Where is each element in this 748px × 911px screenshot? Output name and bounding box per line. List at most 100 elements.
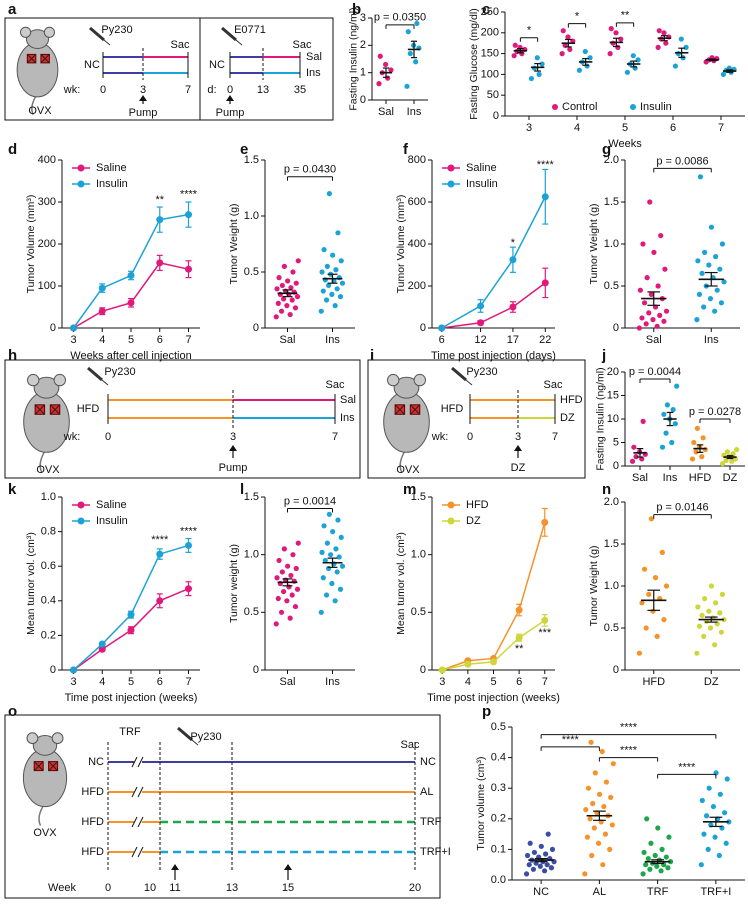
data-point	[650, 608, 656, 614]
data-point	[719, 591, 726, 598]
data-point	[658, 868, 664, 874]
diagram-text: NC	[84, 59, 100, 71]
y-tick-label: 1	[360, 67, 366, 79]
data-point	[639, 600, 645, 606]
data-point	[377, 53, 383, 59]
annotation: ****	[562, 734, 580, 746]
data-point	[695, 604, 701, 610]
data-point	[608, 26, 614, 32]
data-point	[714, 287, 720, 293]
line	[131, 786, 138, 798]
data-point	[655, 283, 661, 289]
diagram-text: Sac	[326, 379, 345, 391]
data-point	[702, 596, 708, 602]
diagram-text: 3	[140, 84, 146, 96]
x-axis-label: Weeks	[608, 138, 642, 150]
data-point	[185, 585, 192, 593]
data-point	[70, 666, 77, 674]
data-point	[672, 421, 678, 427]
data-point	[646, 310, 652, 316]
data-point	[335, 517, 341, 523]
y-tick-label: 150	[481, 48, 499, 60]
y-tick-label: 0.3	[491, 782, 506, 794]
data-point	[640, 418, 646, 424]
data-line	[441, 196, 546, 329]
x-tick-label: 6	[516, 676, 522, 688]
syringe	[177, 726, 193, 742]
data-point	[683, 44, 689, 50]
diagram-text: Pump	[219, 462, 248, 474]
diagram-text: DZ	[511, 462, 526, 474]
diagram-text: 13	[226, 882, 238, 894]
mouse-ear	[53, 373, 66, 387]
data-point	[592, 770, 598, 776]
diagram-text: 7	[185, 84, 191, 96]
data-point	[697, 174, 704, 180]
data-point	[288, 572, 294, 579]
arrow-head	[226, 95, 234, 101]
data-point	[276, 275, 282, 281]
y-tick-label: 20	[607, 366, 619, 378]
data-point	[339, 563, 346, 569]
line	[49, 404, 61, 415]
diagram-box	[367, 359, 586, 479]
x-tick-label: Ins	[407, 106, 422, 118]
data-point	[541, 868, 548, 874]
data-point	[524, 852, 531, 859]
panel-label: j	[601, 347, 606, 364]
data-point	[708, 583, 715, 589]
data-point	[325, 282, 332, 289]
x-tick-label: 17	[507, 334, 519, 346]
y-tick-label: 1.5	[604, 538, 619, 550]
data-point	[585, 785, 592, 791]
annotation: *	[511, 237, 516, 249]
data-point	[706, 785, 712, 791]
data-point	[641, 566, 648, 572]
data-point	[337, 294, 344, 300]
data-point	[702, 446, 708, 453]
data-point	[700, 435, 706, 441]
data-point	[717, 791, 723, 797]
data-point	[295, 540, 301, 546]
data-point	[651, 249, 657, 255]
data-point	[670, 407, 676, 413]
mouse-body	[383, 391, 430, 453]
x-axis-label: Time post injection (weeks)	[65, 692, 198, 704]
data-point	[285, 278, 291, 284]
data-point	[541, 616, 549, 624]
annotation: p = 0.0044	[629, 366, 681, 378]
syringe-needle	[191, 739, 199, 746]
data-point	[659, 549, 665, 556]
data-point	[609, 822, 615, 828]
y-tick-label: 0	[613, 460, 619, 472]
data-point	[726, 819, 732, 825]
data-point	[98, 645, 106, 653]
legend-marker	[77, 180, 85, 188]
data-point	[716, 852, 722, 859]
y-tick-label: 0.5	[604, 622, 619, 634]
diagram-text: Py230	[190, 731, 221, 743]
data-point	[601, 803, 607, 810]
diagram-text: 0	[227, 84, 233, 96]
data-point	[293, 565, 299, 572]
diagram-text: 11	[169, 882, 180, 894]
data-point	[640, 871, 646, 877]
annotation: ****	[678, 761, 696, 773]
data-point	[319, 549, 325, 555]
data-point	[289, 297, 295, 303]
diagram-text: Sac	[401, 739, 420, 751]
data-point	[292, 305, 299, 311]
legend-label: DZ	[466, 515, 481, 527]
legend-label: Insulin	[96, 515, 128, 527]
data-point	[294, 586, 301, 592]
mouse-head	[33, 376, 60, 399]
y-tick-label: 800	[408, 154, 426, 166]
x-tick-label: 22	[539, 334, 551, 346]
x-tick-label: 12	[474, 334, 486, 346]
legend-marker	[447, 180, 455, 188]
diagram-text: Ins	[306, 67, 321, 79]
data-point	[655, 825, 661, 831]
x-tick-label: 3	[70, 334, 76, 346]
data-point	[693, 449, 699, 455]
diagram-text: OVX	[28, 105, 52, 117]
